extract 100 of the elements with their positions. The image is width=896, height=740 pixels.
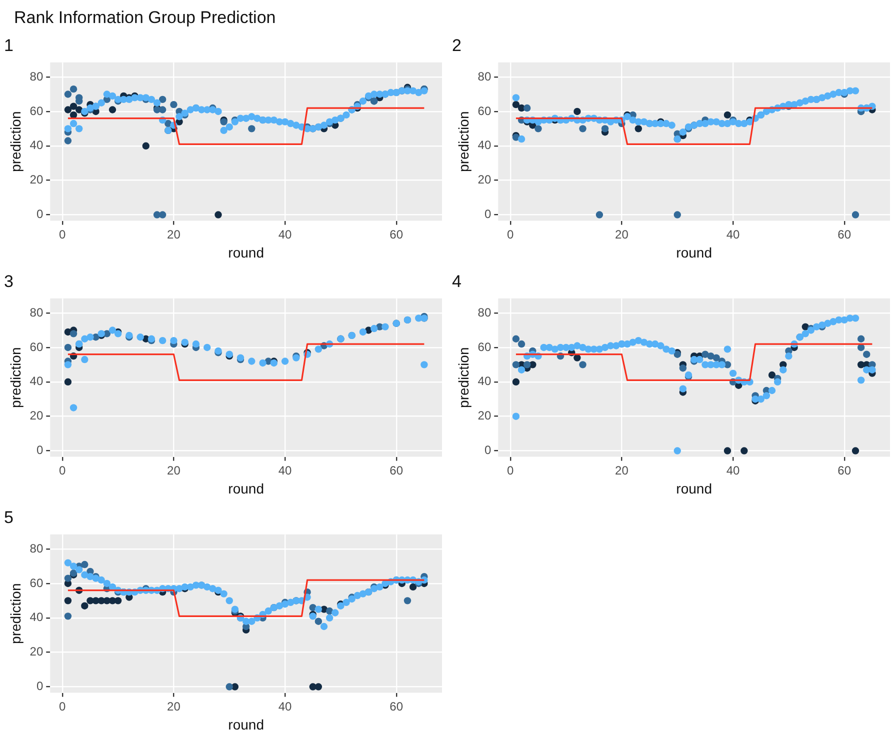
point	[281, 358, 289, 365]
x-tick-label: 60	[390, 699, 404, 714]
x-tick-label: 20	[167, 227, 181, 242]
point	[512, 335, 520, 342]
point	[259, 359, 266, 367]
chart-title: 4	[452, 272, 462, 291]
point	[420, 361, 428, 368]
point	[114, 597, 122, 604]
y-axis-title: prediction	[455, 347, 472, 408]
point	[518, 340, 526, 348]
point	[534, 125, 542, 132]
point	[64, 361, 72, 368]
y-axis-title: prediction	[7, 583, 24, 644]
y-tick-label: 0	[484, 207, 492, 222]
chart-title: 1	[4, 36, 14, 55]
y-axis-title: prediction	[7, 347, 24, 408]
x-axis-title: round	[228, 480, 264, 496]
point	[679, 364, 687, 372]
y-tick-label: 20	[478, 172, 492, 187]
point	[852, 211, 860, 218]
y-tick-label: 60	[30, 104, 44, 118]
y-tick-label: 40	[478, 374, 492, 388]
x-tick-label: 0	[59, 699, 66, 714]
x-axis-title: round	[228, 716, 264, 732]
x-tick-label: 20	[167, 463, 181, 478]
point	[64, 344, 72, 352]
point	[170, 336, 178, 344]
x-tick-label: 60	[390, 463, 404, 478]
point	[81, 560, 88, 568]
y-tick-label: 80	[30, 69, 44, 84]
point	[574, 108, 581, 116]
point	[70, 404, 78, 412]
point	[170, 100, 178, 108]
y-tick-label: 20	[30, 172, 44, 187]
point	[404, 597, 412, 604]
y-tick-label: 80	[478, 305, 492, 320]
y-tick-label: 0	[36, 207, 44, 222]
point	[136, 334, 144, 341]
y-tick-label: 80	[478, 69, 492, 84]
point	[248, 125, 256, 132]
point	[158, 106, 166, 114]
point	[523, 361, 531, 368]
y-axis-title: prediction	[455, 111, 472, 172]
point	[64, 612, 72, 620]
y-tick-label: 20	[30, 644, 44, 659]
y-tick-label: 60	[478, 104, 492, 118]
point	[70, 85, 78, 93]
point	[579, 361, 586, 368]
x-axis-title: round	[676, 244, 712, 260]
y-tick-label: 40	[30, 610, 44, 624]
point	[712, 354, 720, 362]
y-tick-label: 60	[30, 340, 44, 354]
x-tick-label: 40	[726, 227, 740, 242]
point	[409, 583, 417, 591]
point	[64, 574, 72, 582]
point	[226, 683, 233, 690]
point	[192, 340, 200, 348]
y-tick-label: 80	[30, 541, 44, 556]
point	[158, 211, 166, 218]
y-axis-title: prediction	[7, 111, 24, 172]
point	[523, 104, 531, 112]
point	[314, 618, 322, 625]
y-tick-label: 40	[30, 138, 44, 152]
point	[142, 142, 150, 150]
x-tick-label: 20	[167, 699, 181, 714]
y-tick-label: 20	[30, 408, 44, 423]
x-tick-label: 40	[726, 463, 740, 478]
y-tick-label: 0	[36, 679, 44, 694]
chart-title: 3	[4, 272, 14, 291]
point	[512, 100, 520, 108]
point	[204, 344, 211, 352]
point	[64, 90, 72, 98]
point	[248, 358, 256, 365]
x-tick-label: 60	[838, 463, 852, 478]
x-tick-label: 0	[507, 227, 514, 242]
x-tick-label: 0	[59, 227, 66, 242]
point	[81, 356, 88, 364]
point	[359, 328, 367, 336]
y-tick-label: 20	[478, 408, 492, 423]
y-tick-label: 60	[30, 576, 44, 590]
point	[108, 326, 116, 334]
point	[314, 346, 322, 353]
point	[768, 371, 776, 379]
point	[158, 336, 166, 344]
x-axis-title: round	[228, 244, 264, 260]
point	[108, 106, 116, 114]
point	[512, 378, 520, 386]
x-tick-label: 20	[615, 463, 629, 478]
chart-title: 2	[452, 36, 462, 55]
y-tick-label: 0	[484, 443, 492, 458]
y-tick-label: 40	[478, 138, 492, 152]
y-tick-label: 0	[36, 443, 44, 458]
point	[214, 211, 222, 218]
x-tick-label: 0	[59, 463, 66, 478]
point	[724, 111, 732, 119]
point	[674, 211, 681, 218]
point	[574, 354, 581, 362]
point	[64, 106, 72, 114]
x-tick-label: 20	[615, 227, 629, 242]
point	[382, 323, 389, 330]
